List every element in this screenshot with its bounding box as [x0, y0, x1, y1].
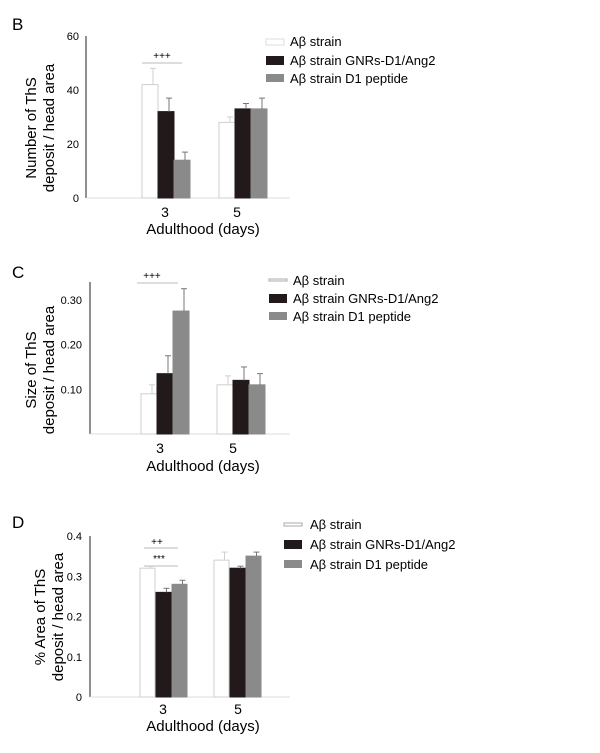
bar: [232, 379, 250, 435]
y-tick-label: 0.2: [67, 612, 82, 624]
x-tick-label: 3: [159, 701, 167, 717]
bar: [157, 111, 175, 199]
bar: [141, 84, 159, 199]
legend-swatch: [266, 74, 284, 82]
y-axis-title-d: % Area of ThS deposit / head area: [32, 552, 67, 681]
significance-annotation: +++: [143, 271, 161, 282]
legend-label: Aβ strain: [293, 273, 345, 288]
chart-c: C Size of ThS deposit / head area 0.100.…: [12, 263, 438, 475]
y-tick-label: 0.1: [67, 652, 82, 664]
bar: [139, 567, 156, 698]
legend-swatch: [268, 278, 288, 282]
bar: [156, 373, 174, 435]
bar: [245, 555, 262, 698]
y-axis-title-line2: deposit / head area: [41, 305, 58, 434]
panel-letter-d: D: [12, 513, 24, 532]
x-tick-label: 3: [161, 204, 169, 220]
panel-d: D % Area of ThS deposit / head area 0 0.1…: [0, 490, 600, 748]
bars-c: [140, 288, 266, 435]
y-ticks-d: 0 0.1 0.2 0.3 0.4: [67, 531, 82, 704]
bar: [248, 384, 266, 435]
significance-annotation: +++: [153, 51, 171, 62]
legend-label: Aβ strain D1 peptide: [290, 71, 408, 86]
bar: [250, 108, 268, 199]
x-tick-label: 3: [156, 440, 164, 456]
y-axis-title-line1: Number of ThS: [23, 77, 40, 178]
legend-label: Aβ strain GNRs-D1/Ang2: [310, 537, 455, 552]
legend-label: Aβ strain GNRs-D1/Ang2: [293, 291, 438, 306]
legend-swatch: [269, 312, 287, 320]
bar: [218, 121, 236, 199]
legend-label: Aβ strain D1 peptide: [293, 309, 411, 324]
bar: [155, 591, 172, 698]
bar: [216, 384, 234, 435]
x-axis-title: Adulthood (days): [146, 718, 259, 735]
bar: [172, 310, 190, 435]
legend-label: Aβ strain: [310, 517, 362, 532]
legend-label: Aβ strain: [290, 34, 342, 49]
legend-swatch: [284, 540, 302, 549]
bar: [173, 159, 191, 199]
y-ticks-c: 0.10 0.20 0.30: [61, 295, 82, 396]
bar: [140, 393, 158, 435]
legend-swatch: [269, 294, 287, 303]
legend-c: Aβ strain Aβ strain GNRs-D1/Ang2 Aβ stra…: [268, 273, 438, 324]
bar: [234, 108, 252, 199]
y-axis-title-c: Size of ThS deposit / head area: [23, 305, 58, 434]
bar: [213, 559, 230, 698]
y-tick-label: 40: [67, 85, 79, 97]
y-tick-label: 0.3: [67, 571, 82, 583]
legend-b: Aβ strain Aβ strain GNRs-D1/Ang2 Aβ stra…: [265, 34, 435, 86]
y-axis-title-line1: % Area of ThS: [32, 569, 49, 665]
panel-c: C Size of ThS deposit / head area 0.10 0.…: [0, 250, 600, 490]
significance-annotation: ***: [153, 554, 165, 565]
y-axis-title-line2: deposit / head area: [50, 552, 67, 681]
bars-b: [141, 67, 268, 199]
legend-swatch: [265, 38, 285, 46]
y-tick-label: 0: [76, 692, 82, 704]
y-tick-label: 0.30: [61, 295, 82, 307]
panel-letter-b: B: [12, 15, 23, 34]
y-tick-label: 0: [73, 193, 79, 205]
legend-label: Aβ strain D1 peptide: [310, 557, 428, 572]
legend-swatch: [284, 560, 302, 568]
bar: [229, 567, 246, 698]
chart-d: D % Area of ThS deposit / head area 0 0.1…: [12, 513, 455, 735]
y-tick-label: 0.10: [61, 384, 82, 396]
chart-b: B Number of ThS deposit / head area 0 20…: [12, 15, 435, 238]
significance-annotation: ++: [151, 537, 163, 548]
y-axis-title-b: Number of ThS deposit / head area: [23, 63, 58, 192]
bar: [171, 583, 188, 698]
y-tick-label: 60: [67, 31, 79, 43]
legend-swatch: [266, 56, 284, 65]
x-tick-label: 5: [233, 204, 241, 220]
y-tick-label: 0.20: [61, 340, 82, 352]
x-tick-label: 5: [229, 440, 237, 456]
y-tick-label: 20: [67, 139, 79, 151]
y-tick-label: 0.4: [67, 531, 82, 543]
x-axis-title: Adulthood (days): [146, 221, 259, 238]
y-axis-title-line1: Size of ThS: [23, 331, 40, 408]
x-axis-title: Adulthood (days): [146, 458, 259, 475]
y-axis-title-line2: deposit / head area: [41, 63, 58, 192]
legend-swatch: [283, 522, 303, 527]
x-tick-label: 5: [234, 701, 242, 717]
legend-d: Aβ strain Aβ strain GNRs-D1/Ang2 Aβ stra…: [283, 517, 455, 572]
y-ticks-b: 0 20 40 60: [67, 31, 79, 205]
bars-d: [139, 551, 262, 698]
panel-letter-c: C: [12, 263, 24, 282]
panel-b: B Number of ThS deposit / head area 0 20…: [0, 0, 600, 250]
legend-label: Aβ strain GNRs-D1/Ang2: [290, 53, 435, 68]
